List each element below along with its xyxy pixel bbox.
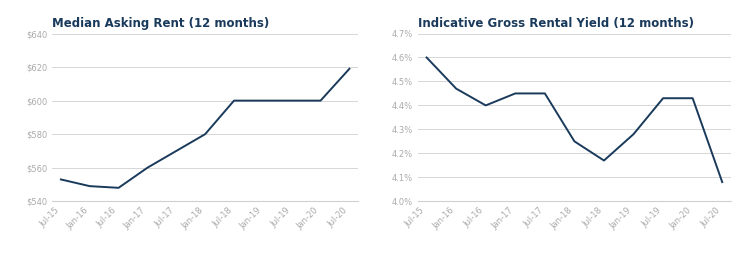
Text: Indicative Gross Rental Yield (12 months): Indicative Gross Rental Yield (12 months… (418, 17, 694, 30)
Text: Median Asking Rent (12 months): Median Asking Rent (12 months) (52, 17, 269, 30)
